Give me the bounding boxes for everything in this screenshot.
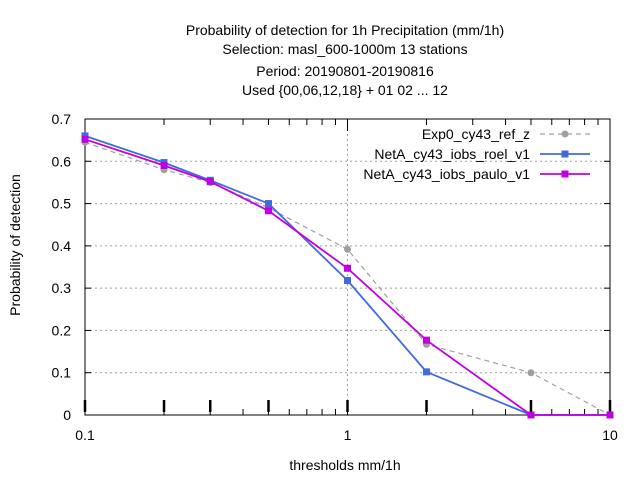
y-tick-label: 0.7 — [52, 111, 72, 127]
data-point — [160, 162, 168, 170]
axes: 00.10.20.30.40.50.60.70.1 1 10 — [52, 111, 618, 443]
data-point — [264, 207, 272, 215]
data-point — [606, 411, 614, 419]
y-tick-label: 0.1 — [52, 365, 72, 381]
data-point — [423, 368, 431, 376]
y-tick-label: 0.4 — [52, 238, 72, 254]
y-tick-label: 0.6 — [52, 153, 72, 169]
title-line-2: Selection: masl_600-1000m 13 stations — [222, 41, 467, 57]
y-tick-label: 0.2 — [52, 322, 72, 338]
data-point — [81, 135, 89, 143]
legend-label: NetA_cy43_iobs_roel_v1 — [374, 146, 530, 162]
title-line-1: Probability of detection for 1h Precipit… — [186, 22, 504, 38]
y-tick-label: 0.3 — [52, 280, 72, 296]
legend: Exp0_cy43_ref_z NetA_cy43_iobs_roel_v1 Net… — [363, 126, 590, 182]
y-axis-label: Probability of detection — [7, 174, 23, 316]
series-lines — [81, 132, 614, 419]
x-tick-label: 0.1 — [75, 427, 95, 443]
legend-marker — [561, 130, 569, 138]
y-tick-label: 0 — [63, 407, 71, 423]
data-point — [423, 336, 431, 344]
x-axis-label: thresholds mm/1h — [289, 457, 400, 473]
data-point — [527, 369, 535, 377]
y-tick-label: 0.5 — [52, 196, 72, 212]
legend-marker — [561, 170, 569, 178]
data-point — [206, 178, 214, 186]
legend-label: NetA_cy43_iobs_paulo_v1 — [363, 166, 530, 182]
x-tick-label: 1 — [344, 427, 352, 443]
series-line-0 — [84, 141, 611, 416]
data-point — [344, 264, 351, 272]
legend-marker — [561, 150, 569, 158]
data-point — [344, 245, 351, 253]
data-point — [344, 277, 351, 285]
series-line-2 — [84, 138, 610, 416]
chart-title: Probability of detection for 1h Precipit… — [186, 22, 504, 98]
data-point — [527, 411, 535, 419]
series-line-1 — [84, 135, 610, 416]
legend-label: Exp0_cy43_ref_z — [422, 126, 530, 142]
title-line-3: Period: 20190801-20190816 — [256, 63, 434, 79]
title-line-4: Used {00,06,12,18} + 01 02 ... 12 — [242, 82, 448, 98]
x-tick-label: 10 — [602, 427, 618, 443]
data-point — [264, 200, 272, 208]
grid — [85, 119, 610, 415]
